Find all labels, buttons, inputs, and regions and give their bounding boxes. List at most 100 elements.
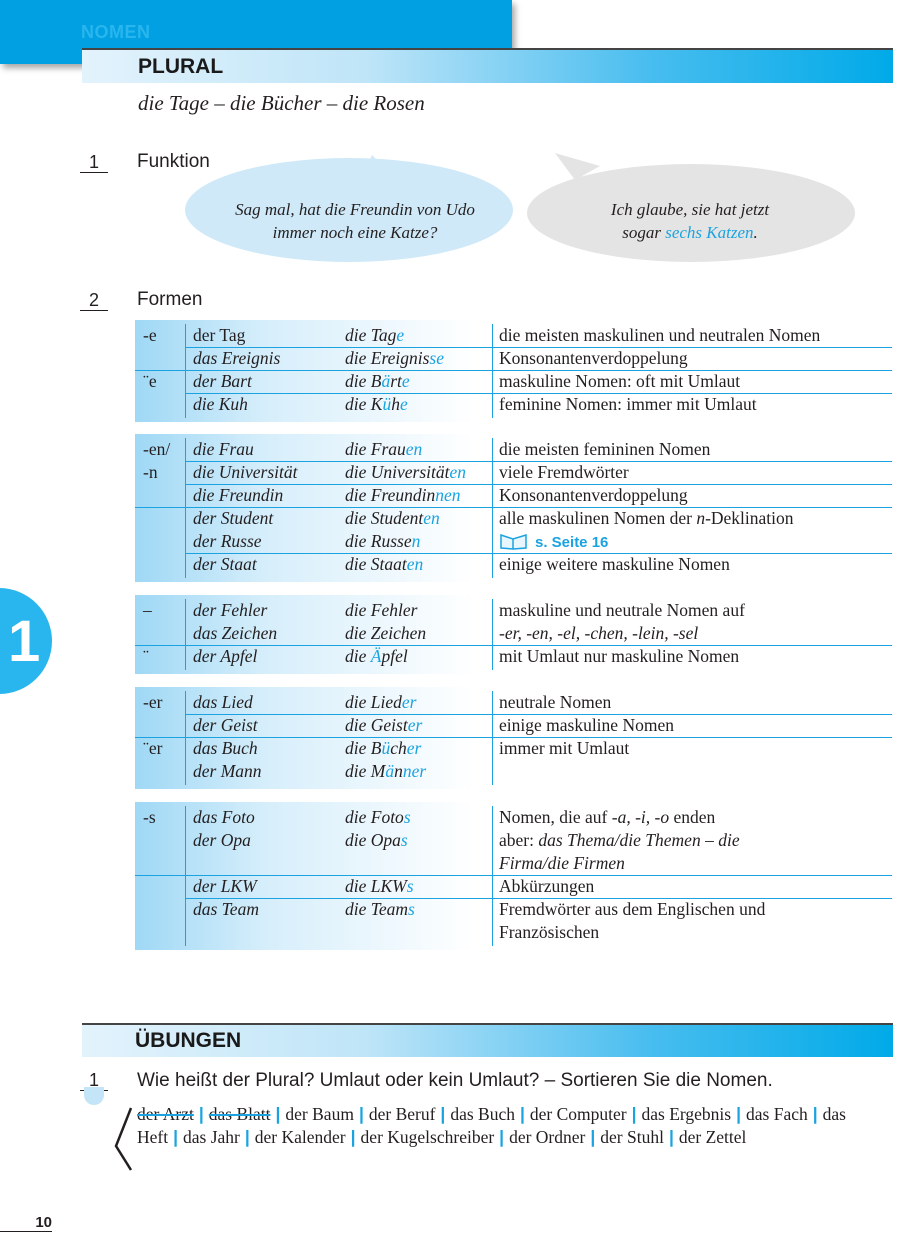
plural-form: die Bücher	[345, 738, 422, 758]
table-row: der LKW die LKWs Abkürzungen	[135, 875, 892, 898]
table-row: Französischen	[135, 921, 892, 944]
rule-description: Nomen, die auf -a, -i, -o enden	[499, 807, 716, 827]
title-bar	[82, 48, 893, 83]
section-title: Funktion	[137, 151, 210, 172]
singular-form: die Freundin	[193, 485, 284, 505]
plural-group: -er das Lied die Lieder neutrale Nomen der G…	[135, 687, 892, 789]
word-item: der Arzt	[137, 1104, 194, 1124]
separator: |	[590, 1127, 596, 1147]
exercises-title: ÜBUNGEN	[135, 1029, 242, 1052]
page-number: 10	[0, 1214, 52, 1232]
rule-description: immer mit Umlaut	[499, 738, 630, 758]
singular-form: das Buch	[193, 738, 258, 758]
rule-description: aber: das Thema/die Themen – die	[499, 830, 740, 850]
divider	[185, 324, 186, 418]
word-item: der Ordner	[509, 1127, 586, 1147]
separator: |	[812, 1104, 818, 1124]
rule-description: einige maskuline Nomen	[499, 715, 674, 735]
singular-form: das Foto	[193, 807, 255, 827]
rule-description: Konsonantenverdoppelung	[499, 348, 688, 368]
row-divider	[135, 875, 892, 876]
table-row: -e der Tag die Tage die meisten maskulinen …	[135, 324, 892, 347]
plural-form: die Fotos	[345, 807, 411, 827]
rule-description: die meisten maskulinen und neutralen Nom…	[499, 325, 821, 345]
plural-form: die Fehler	[345, 600, 418, 620]
rule-description: Französischen	[499, 922, 600, 942]
plural-form: die Kühe	[345, 394, 408, 414]
table-row: ¨er das Buch die Bücher immer mit Umlaut	[135, 737, 892, 760]
rule-description: mit Umlaut nur maskuline Nomen	[499, 646, 740, 666]
table-row: der Russe die Russen s. Seite 16	[135, 530, 892, 553]
plural-form: die Teams	[345, 899, 415, 919]
word-item: der Kugelschreiber	[360, 1127, 495, 1147]
plural-group: -en/die Frau die Frauen die meisten femini…	[135, 434, 892, 582]
word-item: der Baum	[285, 1104, 354, 1124]
row-divider	[185, 484, 892, 485]
chapter-tab-number: 1	[8, 609, 41, 674]
word-item: das Heft	[137, 1104, 846, 1147]
singular-form: das Lied	[193, 692, 253, 712]
row-divider	[185, 393, 892, 394]
singular-form: das Zeichen	[193, 623, 278, 643]
divider	[492, 691, 493, 785]
plural-group: -e der Tag die Tage die meisten maskulinen …	[135, 320, 892, 422]
plural-form: die Staaten	[345, 554, 424, 574]
word-item: der Computer	[529, 1104, 627, 1124]
divider	[492, 324, 493, 418]
plural-form: die LKWs	[345, 876, 414, 896]
plural-form: die Studenten	[345, 508, 440, 528]
book-reference-icon	[500, 533, 527, 550]
singular-form: die Kuh	[193, 394, 248, 414]
plural-form: die Männer	[345, 761, 427, 781]
table-row: der Student die Studenten alle maskulinen …	[135, 507, 892, 530]
singular-form: der Staat	[193, 554, 257, 574]
row-divider	[135, 737, 892, 738]
separator: |	[198, 1104, 204, 1124]
word-list: der Arzt | das Blatt | der Baum | der Beruf | da…	[137, 1103, 877, 1149]
speech-bubbles	[185, 153, 855, 262]
plural-ending: -en/	[143, 439, 171, 459]
plural-ending: ¨	[143, 646, 149, 666]
plural-form: die Zeichen	[345, 623, 427, 643]
chapter-label: NOMEN	[81, 22, 151, 42]
table-row: ¨ der Apfel die Äpfel mit Umlaut nur maskul…	[135, 645, 892, 668]
word-item: der Stuhl	[600, 1127, 664, 1147]
examples-line: die Tage – die Bücher – die Rosen	[138, 91, 425, 115]
plural-form: die Geister	[345, 715, 423, 735]
divider	[492, 438, 493, 578]
separator: |	[173, 1127, 179, 1147]
rule-description: maskuline und neutrale Nomen auf	[499, 600, 745, 620]
singular-form: der Geist	[193, 715, 258, 735]
word-item: das Jahr	[183, 1127, 240, 1147]
page-reference-link[interactable]: s. Seite 16	[535, 534, 609, 551]
rule-description: maskuline Nomen: oft mit Umlaut	[499, 371, 741, 391]
separator: |	[440, 1104, 446, 1124]
plural-ending: -n	[143, 462, 158, 482]
table-row: die Kuh die Kühe feminine Nomen: immer mit…	[135, 393, 892, 416]
divider	[185, 599, 186, 670]
plural-ending: ¨er	[143, 738, 163, 758]
row-divider	[185, 553, 892, 554]
table-row: der Geist die Geister einige maskuline Nom…	[135, 714, 892, 737]
word-item: das Fach	[746, 1104, 808, 1124]
separator: |	[358, 1104, 364, 1124]
table-row: -en/die Frau die Frauen die meisten femini…	[135, 438, 892, 461]
word-item: das Ergebnis	[641, 1104, 732, 1124]
rule-description: die meisten femininen Nomen	[499, 439, 711, 459]
singular-form: der Apfel	[193, 646, 258, 666]
separator: |	[519, 1104, 525, 1124]
plural-ending: -er	[143, 692, 163, 712]
exercise-task: Wie heißt der Plural? Umlaut oder kein U…	[137, 1070, 773, 1091]
table-row: – der Fehler die Fehler maskuline und neutr…	[135, 599, 892, 622]
singular-form: das Ereignis	[193, 348, 281, 368]
rule-description: s. Seite 16	[499, 530, 608, 553]
section-title: Formen	[137, 289, 203, 310]
word-item: das Blatt	[208, 1104, 271, 1124]
table-row: -s das Foto die Fotos Nomen, die auf -a, -i…	[135, 806, 892, 829]
plural-ending: ¨e	[143, 371, 157, 391]
rule-description: -er, -en, -el, -chen, -lein, -sel	[499, 623, 699, 643]
table-row: das Ereignis die Ereignisse Konsonantenver…	[135, 347, 892, 370]
table-row: der Mann die Männer	[135, 760, 892, 783]
divider	[185, 806, 186, 946]
row-divider	[185, 898, 892, 899]
